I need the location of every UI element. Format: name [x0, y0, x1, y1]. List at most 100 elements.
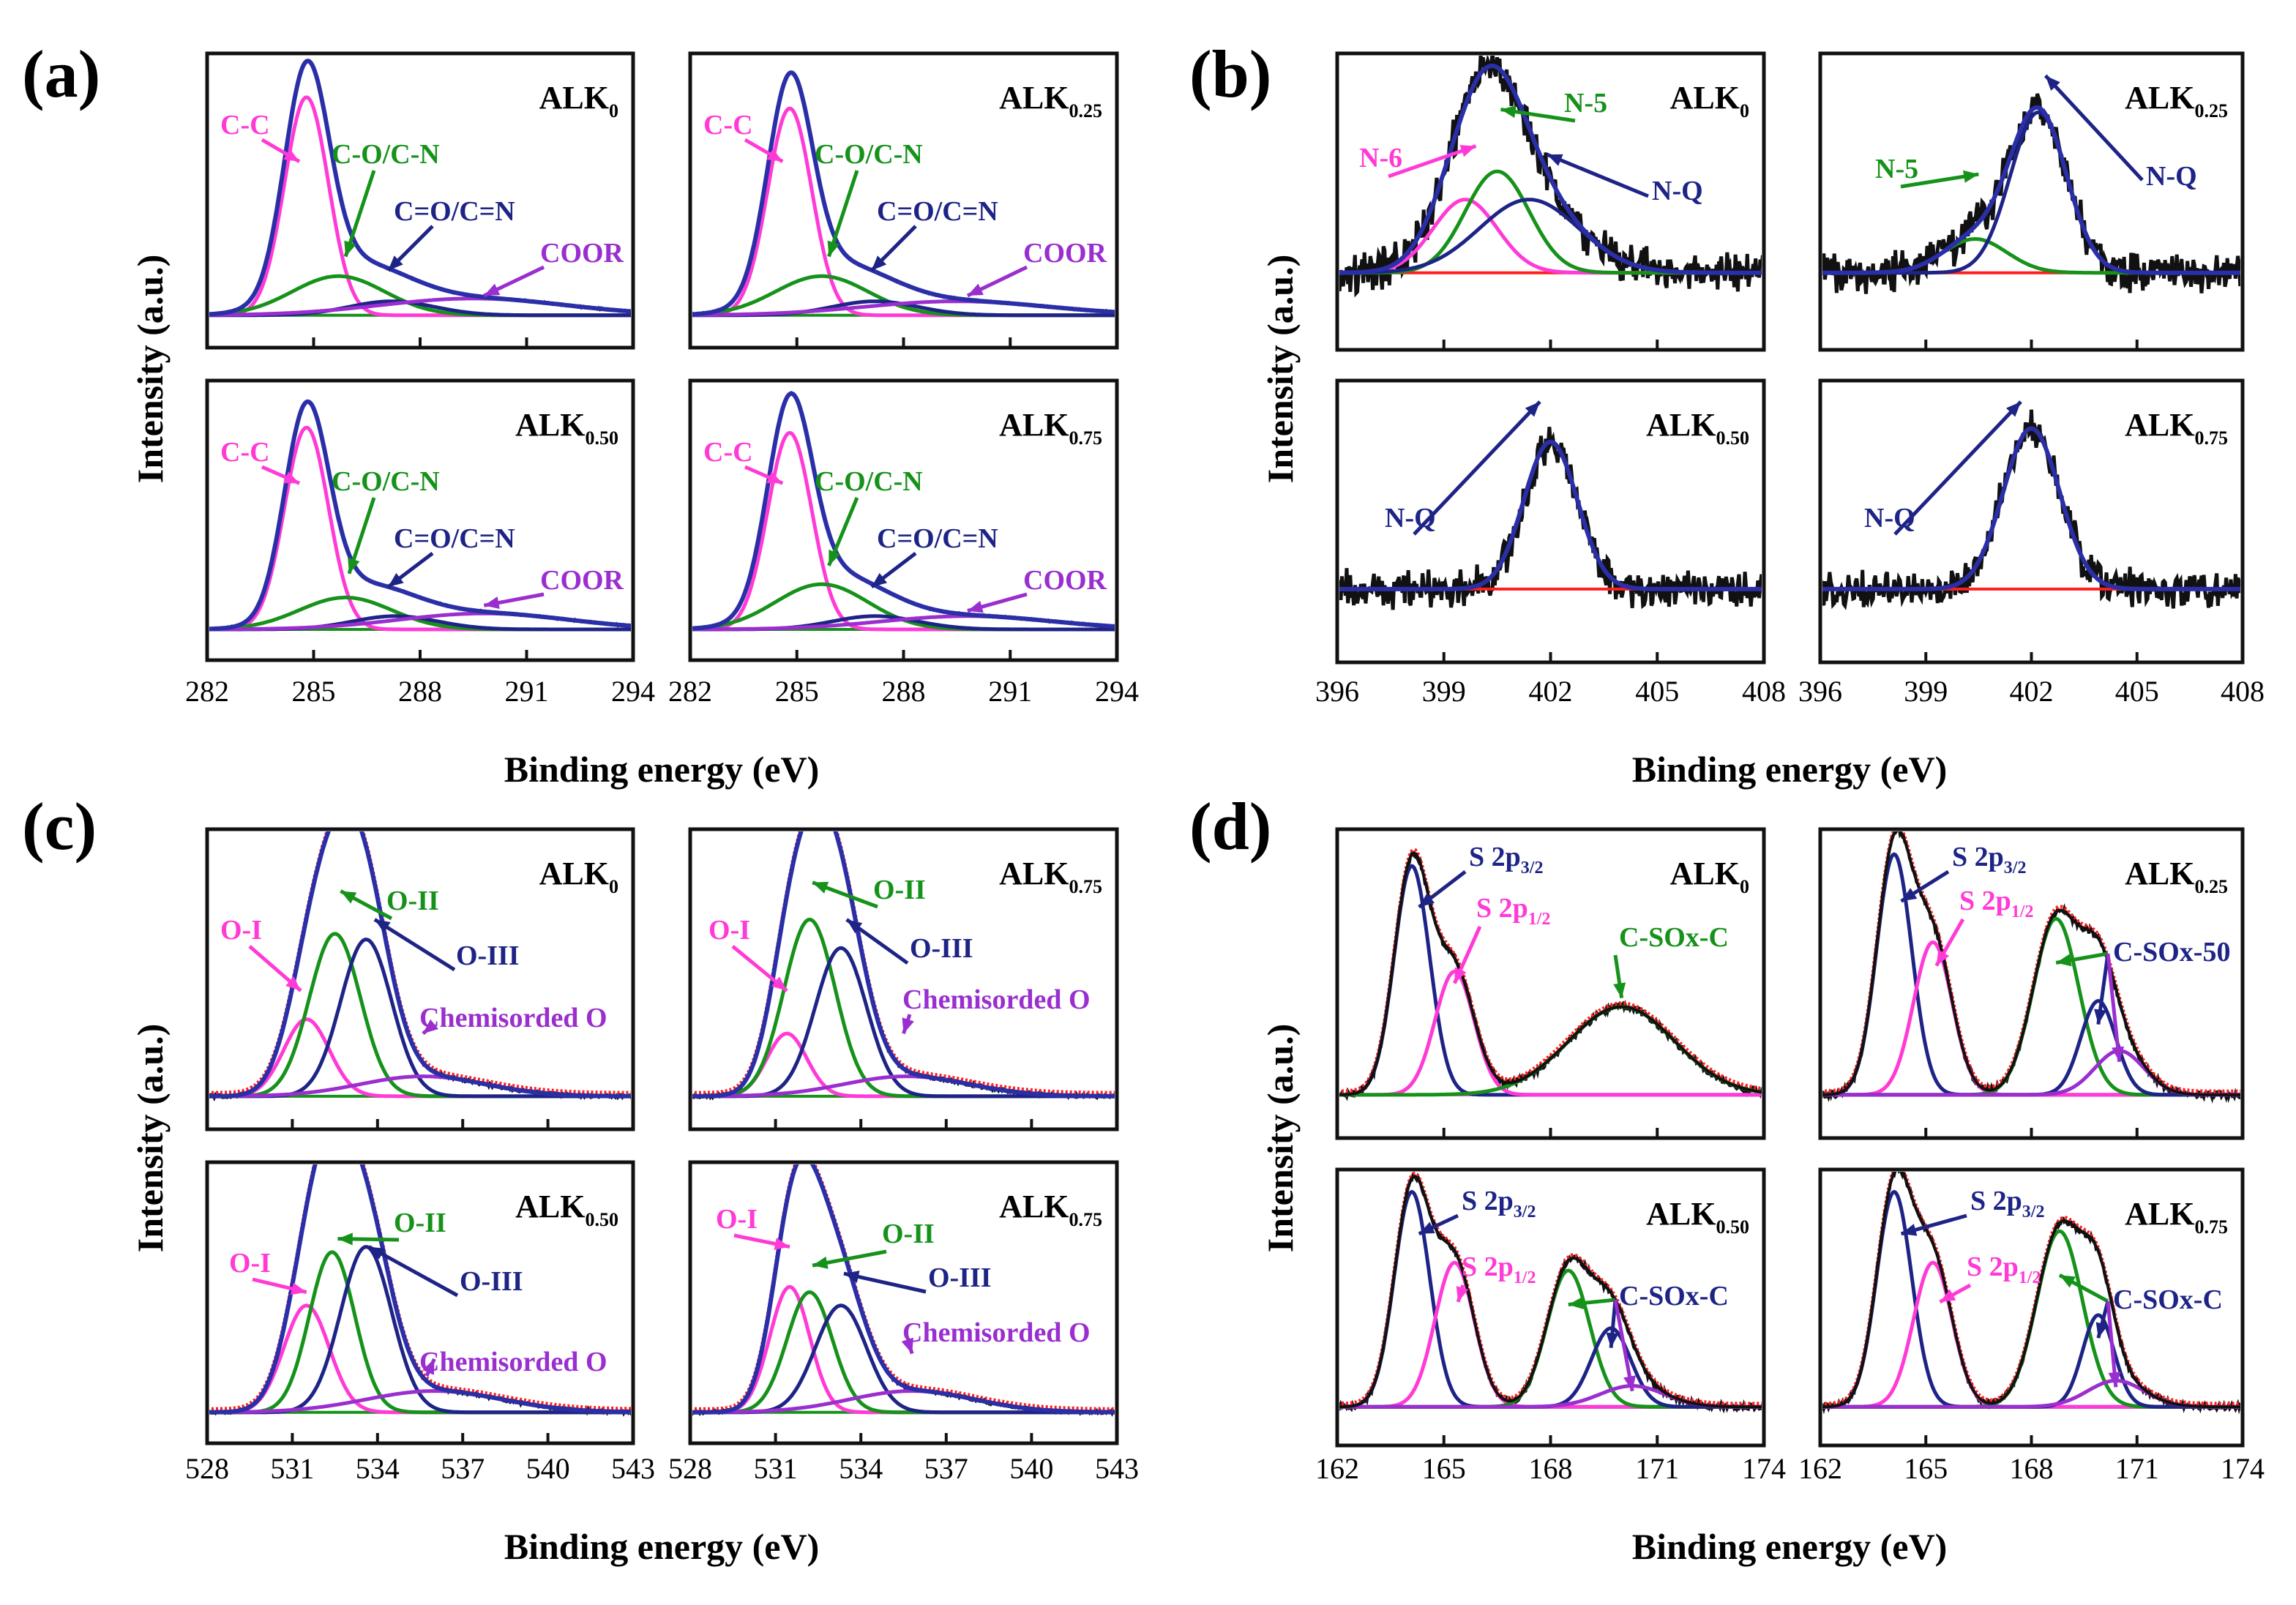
x-tick-label: 171 [2115, 1452, 2159, 1485]
peak-label-3: C=O/C=N [877, 523, 998, 554]
x-tick-label: 402 [1529, 675, 1573, 708]
plot-area [1822, 409, 2240, 610]
envelope-fit-line [1339, 851, 1762, 1096]
x-tick-label: 174 [2221, 1452, 2265, 1485]
annotation-arrowhead [1963, 170, 1979, 183]
fit-overlay-line [692, 1164, 1115, 1411]
annotation-arrowhead [827, 240, 840, 257]
peak-label-1: C-C [220, 110, 270, 141]
x-axis-title-d: Binding energy (eV) [1632, 1526, 1948, 1567]
plot-area [1822, 1172, 2240, 1415]
peak-label-main: S 2p [1959, 886, 2011, 916]
peak-label-2: O-II [386, 886, 439, 916]
sample-name: ALK [1670, 80, 1740, 116]
peak-label-1: O-I [708, 915, 750, 946]
peak-label-1: S 2p3/2 [1970, 1186, 2044, 1221]
peak-label-subscript: 3/2 [2004, 858, 2027, 878]
figure-label-d: (d) [1189, 789, 1271, 864]
annotation-arrowhead [283, 149, 300, 162]
x-tick-label: 165 [1422, 1452, 1466, 1485]
annotation-arrow [1893, 400, 2022, 536]
peak-s-2p1-2-line [1339, 969, 1762, 1097]
figure-label-b: (b) [1189, 37, 1271, 111]
annotation-arrowhead [1459, 145, 1476, 157]
sample-name-label: ALK0.25 [999, 80, 1102, 121]
fit-overlay-line [692, 831, 1115, 1095]
peak-label-2: S 2p1/2 [1959, 886, 2033, 921]
x-tick-label: 528 [668, 1452, 712, 1485]
envelope-fit-line [692, 70, 1115, 317]
annotation-arrowhead [2112, 1046, 2125, 1062]
envelope-fit-line [1822, 1172, 2240, 1409]
annotation-arrowhead [766, 149, 783, 162]
peak-label-2: S 2p1/2 [1476, 893, 1550, 929]
annotation-arrowhead [812, 1256, 829, 1269]
sample-name-label: ALK0.50 [515, 407, 618, 449]
annotation-arrowhead [285, 976, 302, 991]
annotation-arrowhead [348, 557, 360, 574]
peak-label-1: O-I [229, 1248, 271, 1279]
peak-label-1: C-C [703, 110, 753, 141]
annotation-arrowhead [484, 596, 500, 610]
peak-label-3: C-SOx-C [2113, 1284, 2223, 1315]
annotation-arrowhead [2056, 954, 2072, 967]
sample-name: ALK [1670, 856, 1740, 891]
x-tick-label: 168 [2010, 1452, 2054, 1485]
annotation-arrowhead [291, 1282, 307, 1295]
annotation-arrowhead [871, 255, 887, 271]
plot-frame [205, 827, 635, 1131]
annotation-arrowhead [1500, 105, 1517, 119]
x-tick-label: 171 [1635, 1452, 1679, 1485]
sample-subscript: 0.25 [1069, 100, 1103, 121]
annotation-arrowhead [774, 1238, 790, 1250]
sample-subscript: 0 [609, 100, 618, 121]
annotation-arrowhead [871, 572, 888, 587]
sample-name-label: ALK0 [539, 80, 618, 121]
annotation-arrowhead [283, 471, 300, 484]
x-tick-label: 537 [924, 1452, 968, 1485]
x-tick-label: 540 [1009, 1452, 1053, 1485]
peak-label-2: C-O/C-N [815, 466, 923, 497]
plot-area [1822, 93, 2240, 294]
peak-label-subscript: 3/2 [2022, 1202, 2045, 1221]
x-tick-label: 285 [775, 675, 819, 708]
x-tick-label: 531 [270, 1452, 314, 1485]
peak-label-main: S 2p [1970, 1186, 2022, 1216]
y-axis-title-a: Intensity (a.u.) [130, 255, 171, 484]
envelope-fit-line [1822, 426, 2240, 591]
x-tick-label: 174 [1742, 1452, 1786, 1485]
peak-c-o-c-n-line [209, 595, 631, 632]
envelope-fit-line [1339, 1175, 1762, 1409]
peak-label-main: S 2p [1967, 1252, 2019, 1282]
sample-name: ALK [539, 80, 609, 116]
annotation-arrow [2106, 953, 2122, 1063]
annotation-arrowhead [374, 919, 391, 933]
x-tick-label: 534 [839, 1452, 883, 1485]
envelope-fit-line [1339, 439, 1762, 591]
peak-label-2: N-5 [1564, 88, 1607, 119]
x-tick-label: 288 [882, 675, 926, 708]
panel-b-2: ALK0.25 N-5 N-Q [1818, 51, 2245, 352]
sample-subscript: 0.25 [2195, 876, 2229, 897]
peak-o-ii-line [692, 1290, 1115, 1415]
sample-subscript: 0.50 [1716, 1216, 1750, 1238]
peak-label-4: COOR [540, 238, 624, 269]
peak-label-subscript: 1/2 [1528, 910, 1551, 929]
peak-label-3: C=O/C=N [877, 196, 998, 227]
annotation-arrowhead [766, 471, 783, 484]
peak-label-main: S 2p [1462, 1186, 1514, 1216]
raw-spectrum-line [1339, 56, 1762, 298]
plot-area [1339, 56, 1762, 298]
sample-name: ALK [515, 1189, 585, 1224]
plot-area [692, 390, 1115, 632]
annotation-arrowhead [1901, 888, 1918, 902]
figure-label-a: (a) [22, 37, 100, 111]
peak-label-2: C-O/C-N [815, 139, 923, 170]
annotation-arrowhead [2095, 1322, 2109, 1339]
x-tick-label: 282 [668, 675, 712, 708]
x-tick-label: 294 [611, 675, 655, 708]
sample-name-label: ALK0.25 [2125, 856, 2228, 897]
peak-label-4: Chemisorded O [902, 1317, 1091, 1348]
